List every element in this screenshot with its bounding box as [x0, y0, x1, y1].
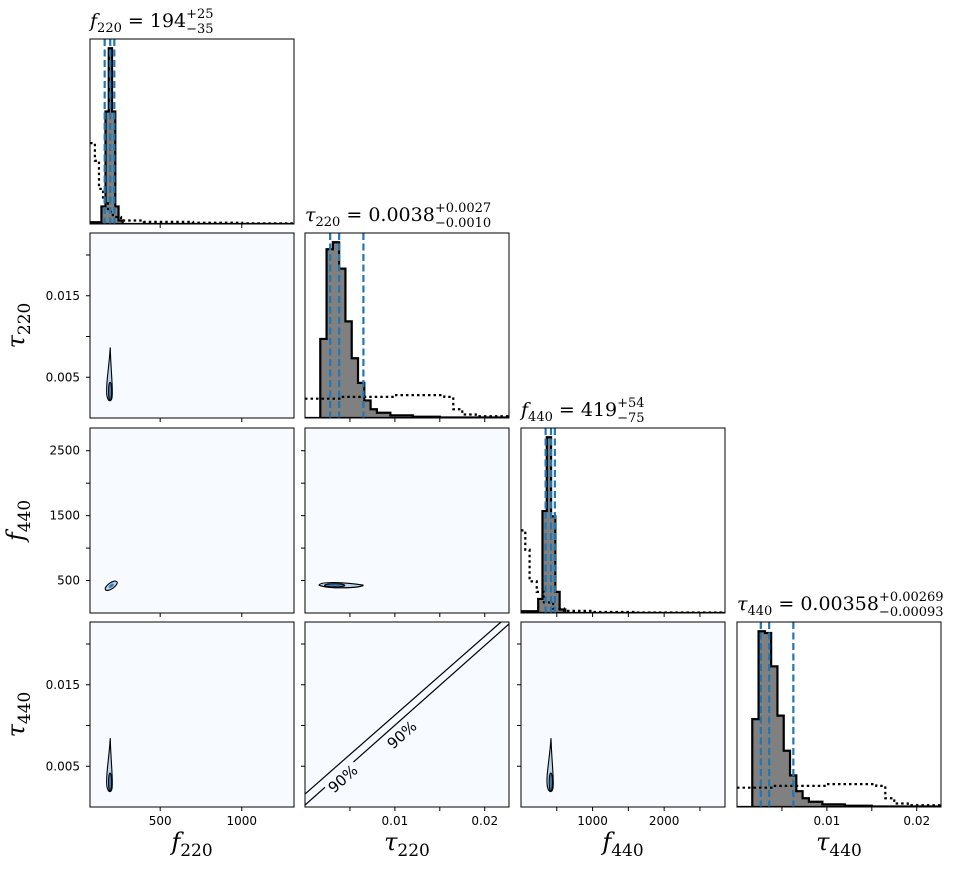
axis-symbol: τ — [2, 723, 30, 737]
diag-panel-tau440 — [737, 622, 941, 807]
axis-sub: 440 — [611, 841, 643, 861]
diag-panel-f440 — [521, 428, 725, 613]
diag-title-f440: f440 = 419+54 −75 — [519, 396, 645, 426]
axis-sub: 220 — [397, 841, 429, 861]
diag-title-tau440: τ440 = 0.00358+0.00269 −0.00093 — [737, 590, 944, 620]
panel-frame — [304, 427, 510, 614]
title-minus: −35 — [186, 22, 213, 37]
prior-histogram — [521, 529, 725, 613]
title-minus: −0.0010 — [435, 216, 491, 231]
contour-inner — [108, 381, 113, 401]
title-sub: 440 — [528, 410, 553, 425]
prior-histogram — [305, 394, 509, 418]
panel-frame — [89, 38, 295, 225]
density-panel-tau440-tau220: 90%90% — [305, 622, 509, 807]
posterior-histogram — [305, 241, 509, 418]
y-tick-label: 0.005 — [46, 759, 80, 773]
y-axis-label-tau220: τ220 — [2, 303, 35, 349]
title-value: = 0.00358 — [772, 593, 879, 615]
y-tick-label: 0.015 — [46, 289, 80, 303]
contour-inner — [323, 583, 346, 588]
axis-symbol: τ — [2, 334, 30, 348]
panel-frame — [89, 621, 295, 808]
title-symbol: f — [519, 399, 531, 421]
panel-frame — [89, 427, 295, 614]
x-axis-label-f440: f440 — [600, 828, 643, 861]
title-plus: +25 — [186, 7, 213, 22]
density-panel-tau440-f220 — [90, 622, 294, 807]
title-symbol: τ — [737, 593, 748, 615]
posterior-histogram — [737, 630, 941, 807]
contour-90-upper — [305, 622, 502, 795]
panel-frame — [736, 621, 942, 808]
density-panel-f440-tau220 — [305, 428, 509, 613]
x-tick-label: 0.01 — [814, 814, 841, 828]
title-sub: 220 — [316, 215, 341, 230]
contour-inner — [108, 772, 113, 792]
y-axis-label-tau440: τ440 — [2, 692, 35, 738]
title-minus: −75 — [617, 411, 644, 426]
x-tick-label: 0.01 — [382, 814, 409, 828]
title-symbol: τ — [305, 204, 316, 226]
x-tick-label: 1000 — [577, 814, 608, 828]
axis-sub: 440 — [15, 692, 35, 724]
density-panel-f440-f220 — [90, 428, 294, 613]
diag-title-f220: f220 = 194+25 −35 — [88, 7, 214, 37]
y-tick-label: 500 — [57, 574, 80, 588]
axis-sub: 220 — [15, 303, 35, 335]
y-tick-label: 0.015 — [46, 678, 80, 692]
x-tick-label: 0.02 — [903, 814, 930, 828]
density-background — [90, 622, 294, 807]
density-background — [90, 233, 294, 418]
density-background — [90, 428, 294, 613]
y-axis-label-f440: f440 — [2, 500, 35, 543]
axis-symbol: τ — [384, 828, 398, 856]
axis-sub: 440 — [829, 841, 861, 861]
contour-inner — [108, 583, 114, 588]
x-tick-label: 1000 — [227, 814, 258, 828]
y-tick-label: 2500 — [49, 444, 80, 458]
prior-histogram — [90, 142, 294, 224]
diag-title-tau220: τ220 = 0.0038+0.0027 −0.0010 — [305, 201, 491, 231]
x-tick-label: 500 — [149, 814, 172, 828]
panel-frame — [304, 232, 510, 419]
title-value: = 419 — [553, 399, 617, 421]
x-axis-label-tau220: τ220 — [384, 828, 430, 861]
panel-frame — [520, 621, 726, 808]
title-symbol: f — [88, 10, 100, 32]
axis-symbol: τ — [816, 828, 830, 856]
panel-frame — [304, 621, 510, 808]
title-sub: 440 — [748, 604, 773, 619]
y-tick-label: 1500 — [49, 509, 80, 523]
density-background — [521, 622, 725, 807]
diag-panel-f220 — [90, 39, 294, 224]
x-axis-label-tau440: τ440 — [816, 828, 862, 861]
posterior-histogram — [90, 47, 294, 224]
axis-sub: 220 — [180, 841, 212, 861]
title-plus: +54 — [617, 396, 644, 411]
panel-frame — [520, 427, 726, 614]
panel-frame — [89, 232, 295, 419]
density-panel-tau440-f440 — [521, 622, 725, 807]
prior-histogram — [737, 783, 941, 807]
title-sub: 220 — [97, 21, 122, 36]
title-plus: +0.00269 — [879, 590, 944, 605]
title-plus: +0.0027 — [435, 201, 491, 216]
contour-label-bg — [381, 715, 422, 754]
diag-panel-tau220 — [305, 233, 509, 418]
density-panel-tau220-f220 — [90, 233, 294, 418]
title-value: = 194 — [122, 10, 186, 32]
contour-inner — [548, 772, 553, 792]
y-tick-label: 0.005 — [46, 370, 80, 384]
x-tick-label: 0.02 — [471, 814, 498, 828]
axis-sub: 440 — [15, 500, 35, 532]
x-tick-label: 2000 — [649, 814, 680, 828]
contour-label-bg — [322, 759, 363, 798]
title-minus: −0.00093 — [879, 605, 944, 620]
x-axis-label-f220: f220 — [169, 828, 212, 861]
title-value: = 0.0038 — [340, 204, 434, 226]
